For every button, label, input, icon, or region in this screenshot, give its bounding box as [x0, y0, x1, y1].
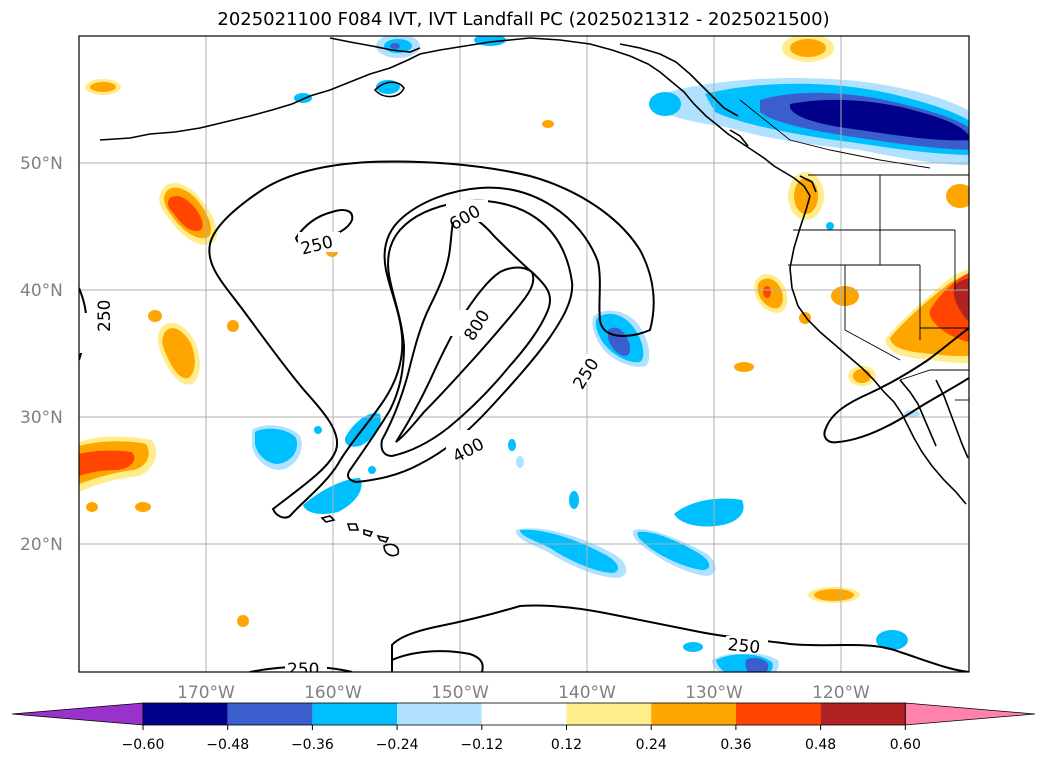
colorbar-segment [143, 703, 228, 725]
contour-label: 250 [95, 300, 115, 332]
lon-label: 130°W [685, 683, 743, 703]
lon-label: 160°W [304, 683, 362, 703]
lon-label: 170°W [177, 683, 235, 703]
ivt-contours [79, 160, 969, 672]
contour-label: 250 [727, 635, 761, 658]
contour-labels: 250 250 600 800 250 400 250 250 [79, 200, 768, 680]
colorbar-tick-label: −0.12 [460, 737, 503, 753]
colorbar-tick-label: 0.24 [636, 737, 667, 753]
lon-label: 150°W [431, 683, 489, 703]
colorbar-tick-label: −0.60 [122, 737, 165, 753]
colorbar-segment [481, 703, 567, 725]
colorbar-tick-label: 0.36 [720, 737, 751, 753]
contour-label: 250 [287, 660, 319, 680]
lat-label: 30°N [20, 408, 63, 428]
colorbar-tick-label: 0.60 [890, 737, 921, 753]
latitude-labels: 50°N 40°N 30°N 20°N [20, 154, 63, 555]
colorbar-segment [312, 703, 398, 725]
map-frame [78, 35, 970, 673]
colorbar-extend-left [11, 702, 144, 726]
colorbar-segment [227, 703, 313, 725]
colorbar-extend-right [904, 702, 1036, 726]
borders [739, 99, 969, 401]
pc-shading [79, 36, 969, 672]
lon-label: 120°W [812, 683, 870, 703]
lon-label: 140°W [558, 683, 616, 703]
colorbar-tick-label: 0.48 [805, 737, 836, 753]
lat-label: 40°N [20, 281, 63, 301]
colorbar-tick-label: −0.48 [206, 737, 249, 753]
colorbar-segment [735, 703, 821, 725]
colorbar-segment [820, 703, 906, 725]
colorbar-segment [566, 703, 652, 725]
colorbar-segment [651, 703, 736, 725]
map-area: 250 250 600 800 250 400 250 250 [79, 36, 969, 680]
colorbar-segment [397, 703, 482, 725]
colorbar-tick-label: 0.12 [551, 737, 582, 753]
colorbar: −0.60 −0.48 −0.36 −0.24 −0.12 0.12 0.24 … [11, 702, 1036, 753]
colorbar-ticks: −0.60 −0.48 −0.36 −0.24 −0.12 0.12 0.24 … [122, 725, 921, 753]
chart-title: 2025021100 F084 IVT, IVT Landfall PC (20… [217, 9, 830, 30]
lat-label: 20°N [20, 535, 63, 555]
longitude-labels: 170°W 160°W 150°W 140°W 130°W 120°W [177, 683, 870, 703]
lat-label: 50°N [20, 154, 63, 174]
colorbar-tick-label: −0.36 [291, 737, 334, 753]
colorbar-tick-label: −0.24 [376, 737, 419, 753]
